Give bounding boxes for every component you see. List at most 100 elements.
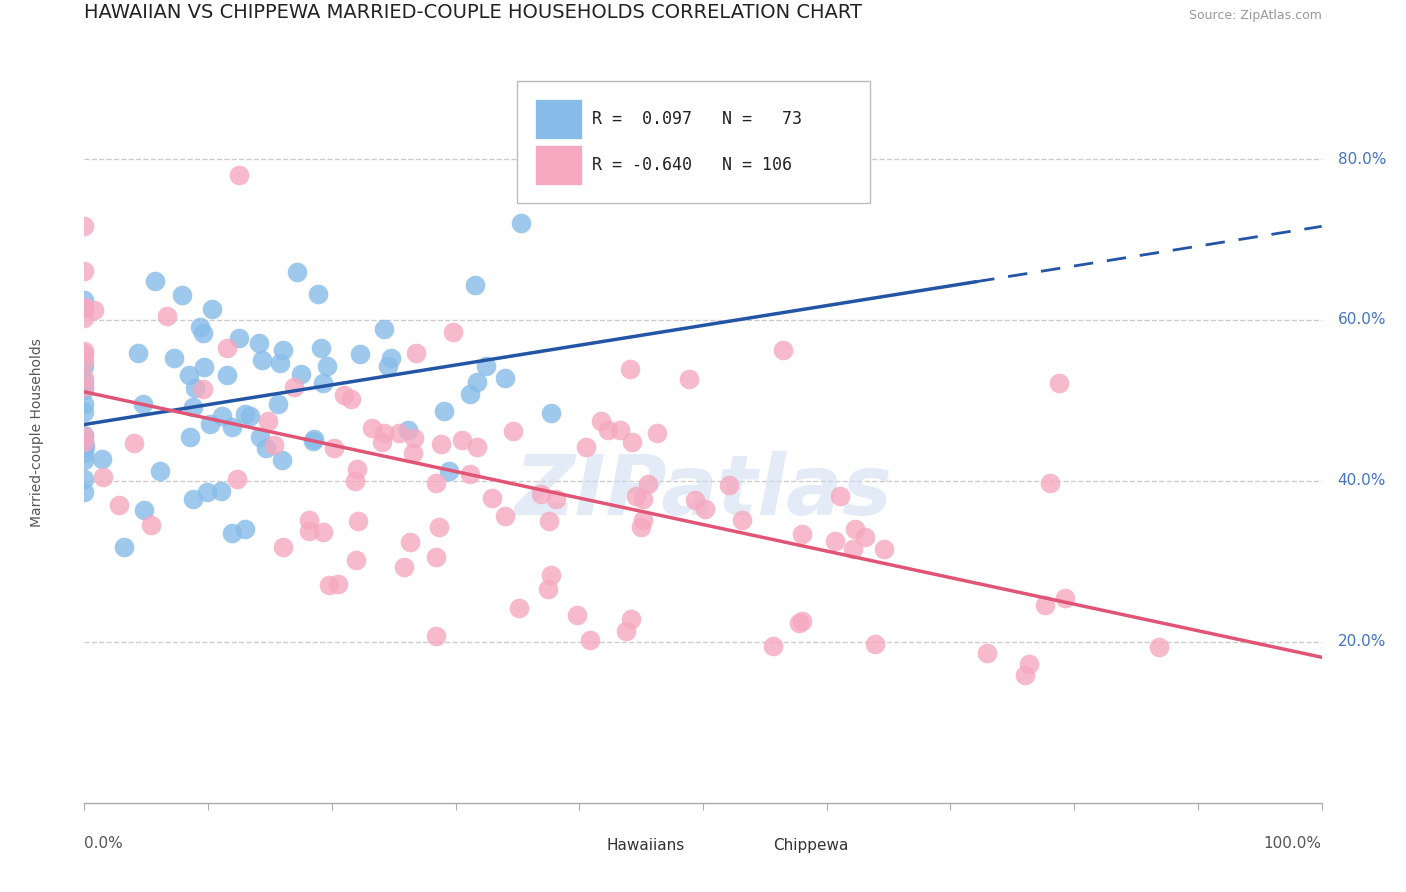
Point: [83, 303, 105, 318]
Point: [298, 513, 321, 527]
Point: [132, 397, 155, 411]
Point: [177, 368, 200, 383]
Point: [73, 343, 96, 358]
Point: [73, 293, 96, 308]
Point: [731, 513, 754, 527]
Point: [73, 347, 96, 361]
Point: [211, 409, 233, 423]
Point: [73, 219, 96, 234]
Point: [346, 514, 368, 528]
Point: [107, 499, 129, 513]
Point: [309, 341, 332, 355]
Point: [474, 359, 496, 374]
Text: 20.0%: 20.0%: [1337, 634, 1386, 649]
Point: [441, 325, 464, 339]
Point: [73, 396, 96, 410]
Point: [233, 522, 256, 536]
Point: [228, 331, 250, 345]
Point: [191, 382, 214, 396]
Point: [217, 368, 239, 383]
Point: [425, 549, 447, 564]
Point: [209, 483, 232, 498]
Text: HAWAIIAN VS CHIPPEWA MARRIED-COUPLE HOUSEHOLDS CORRELATION CHART: HAWAIIAN VS CHIPPEWA MARRIED-COUPLE HOUS…: [84, 3, 862, 21]
Text: 100.0%: 100.0%: [1264, 836, 1322, 851]
Point: [596, 423, 619, 437]
Point: [828, 489, 851, 503]
Point: [266, 397, 288, 411]
Point: [842, 542, 865, 557]
Text: Source: ZipAtlas.com: Source: ZipAtlas.com: [1188, 9, 1322, 21]
Point: [853, 530, 876, 544]
Point: [73, 359, 96, 373]
Point: [73, 310, 96, 325]
Point: [1147, 640, 1170, 654]
Point: [631, 513, 654, 527]
Point: [591, 414, 613, 428]
Point: [73, 428, 96, 442]
Point: [621, 434, 644, 449]
Point: [377, 359, 399, 373]
Point: [143, 274, 166, 288]
Point: [494, 370, 516, 384]
Point: [73, 354, 96, 368]
Point: [565, 607, 588, 622]
Point: [626, 490, 648, 504]
Point: [263, 438, 285, 452]
Point: [340, 392, 363, 406]
Point: [290, 367, 312, 381]
Point: [695, 502, 717, 516]
Point: [430, 437, 453, 451]
Point: [678, 371, 700, 385]
Point: [844, 522, 866, 536]
Point: [249, 430, 271, 444]
Point: [221, 420, 243, 434]
Point: [425, 476, 447, 491]
Point: [360, 420, 382, 434]
Point: [349, 347, 371, 361]
Point: [630, 520, 652, 534]
Point: [193, 359, 215, 374]
Point: [631, 491, 654, 506]
Point: [139, 518, 162, 533]
Point: [536, 582, 558, 596]
Point: [73, 436, 96, 450]
Point: [481, 491, 503, 506]
Text: Married-couple Households: Married-couple Households: [31, 338, 45, 527]
Point: [198, 417, 221, 431]
Point: [201, 301, 224, 316]
Point: [271, 343, 294, 357]
Point: [311, 376, 333, 391]
Point: [73, 435, 96, 450]
Point: [269, 356, 291, 370]
FancyBboxPatch shape: [738, 832, 770, 857]
Point: [122, 435, 145, 450]
Point: [619, 361, 641, 376]
Point: [437, 464, 460, 478]
FancyBboxPatch shape: [534, 99, 582, 138]
Point: [184, 381, 207, 395]
Point: [508, 601, 530, 615]
Point: [392, 560, 415, 574]
Point: [614, 624, 637, 638]
Point: [464, 277, 486, 292]
Point: [332, 387, 354, 401]
Point: [502, 424, 524, 438]
Point: [540, 406, 562, 420]
Point: [73, 429, 96, 443]
Point: [344, 553, 367, 567]
Point: [467, 440, 489, 454]
Point: [540, 567, 562, 582]
Point: [221, 526, 243, 541]
Point: [824, 534, 846, 549]
Text: Hawaiians: Hawaiians: [606, 838, 685, 853]
Point: [73, 405, 96, 419]
FancyBboxPatch shape: [571, 832, 603, 857]
FancyBboxPatch shape: [517, 81, 870, 203]
Point: [772, 343, 794, 358]
Point: [247, 336, 270, 351]
Point: [718, 478, 741, 492]
Text: ZIPatlas: ZIPatlas: [515, 451, 891, 533]
Point: [510, 216, 533, 230]
Point: [318, 578, 340, 592]
Point: [112, 541, 135, 555]
